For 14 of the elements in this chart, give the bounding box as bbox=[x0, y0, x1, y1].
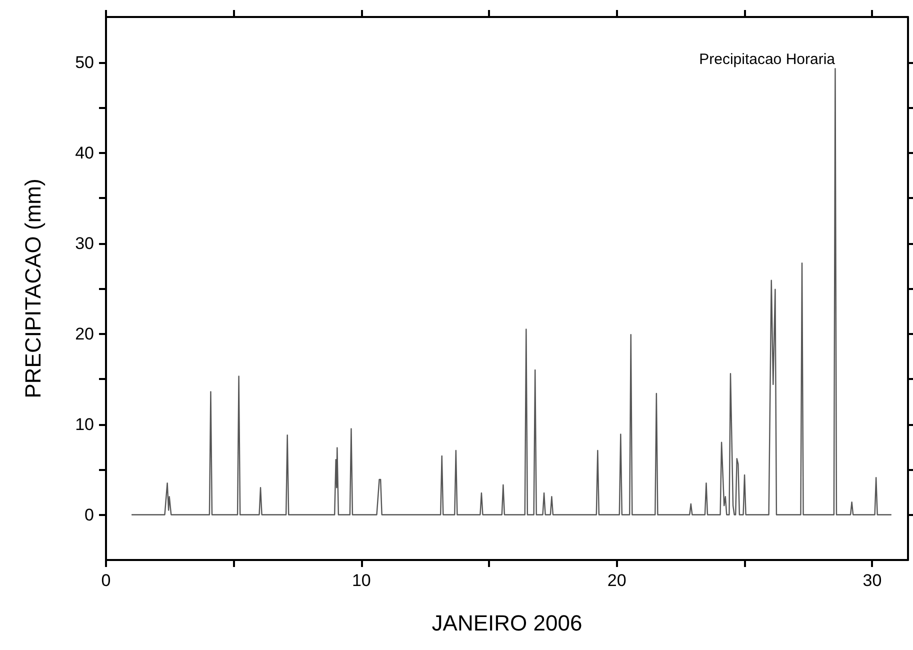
y-tick-label: 10 bbox=[75, 414, 94, 434]
annotation: Precipitacao Horaria bbox=[699, 51, 836, 68]
x-axis-title: JANEIRO 2006 bbox=[432, 610, 582, 636]
x-tick-label: 0 bbox=[101, 571, 111, 590]
y-tick-label: 0 bbox=[84, 505, 94, 524]
x-tick-label: 20 bbox=[607, 571, 626, 590]
y-tick-label: 20 bbox=[75, 324, 94, 344]
y-tick-label: 30 bbox=[75, 234, 94, 253]
y-tick-label: 40 bbox=[75, 143, 94, 162]
y-tick-label: 50 bbox=[75, 52, 94, 72]
x-tick-label: 10 bbox=[352, 571, 371, 590]
line-series bbox=[130, 68, 892, 516]
y-axis-title: PRECIPITACAO (mm) bbox=[20, 178, 46, 398]
x-tick-label: 30 bbox=[862, 571, 882, 590]
